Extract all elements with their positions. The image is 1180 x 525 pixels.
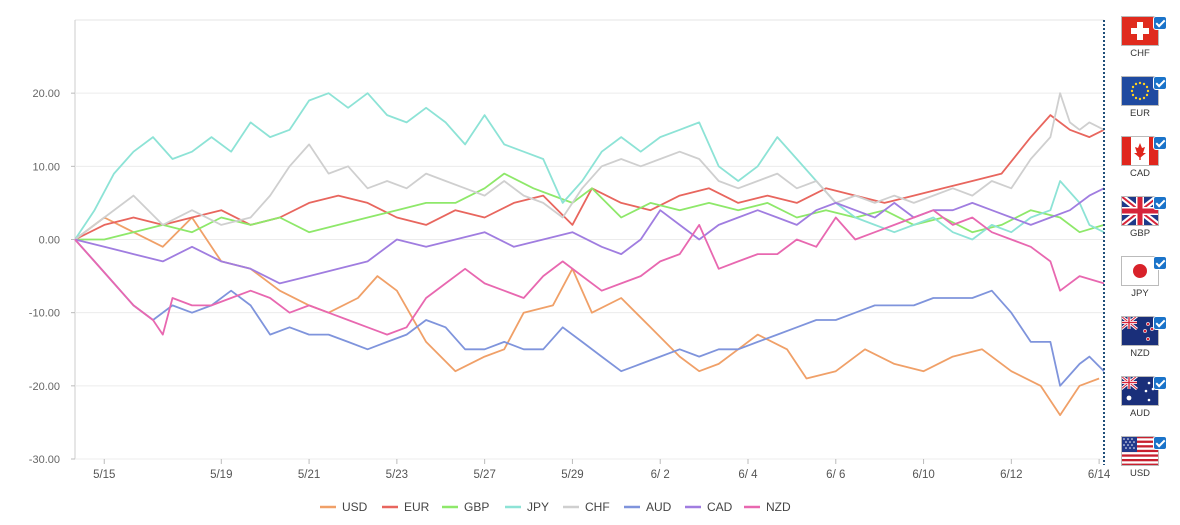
x-tick-label: 5/21 [298,469,320,481]
series-line-aud [74,238,1105,387]
y-tick-label: 20.00 [32,88,60,100]
x-tick-label: 6/ 4 [738,469,758,481]
australia-flag-icon [1121,376,1159,406]
canada-flag-icon [1121,136,1159,166]
flag-label-jpy: JPY [1131,288,1149,299]
y-axis: 20.00 10.00 0.00 -10.00 -20.00 -30.00 [29,88,75,466]
x-tick-label: 5/23 [386,469,408,481]
flag-checked-icon[interactable] [1153,16,1167,30]
flag-checked-icon[interactable] [1153,256,1167,270]
flag-toggle-usd[interactable]: USD [1110,436,1170,496]
flag-toggle-chf[interactable]: CHF [1110,16,1170,76]
x-tick-label: 5/29 [561,469,583,481]
series-line-cad [74,187,1105,285]
flag-label-eur: EUR [1129,108,1151,119]
series-line-gbp [75,172,1105,241]
legend-label: CAD [707,500,733,514]
x-tick-label: 6/12 [1000,469,1022,481]
flag-label-aud: AUD [1129,408,1151,419]
x-tick-label: 5/15 [93,469,115,481]
series-line-jpy [74,92,1105,241]
x-tick-label: 6/ 6 [826,469,845,481]
flag-label-gbp: GBP [1129,228,1151,239]
legend-item-chf[interactable]: CHF [563,500,610,514]
flag-checked-icon[interactable] [1153,376,1167,390]
flag-label-cad: CAD [1129,168,1151,179]
flag-toggle-aud[interactable]: AUD [1110,376,1170,436]
y-tick-label: -30.00 [29,454,60,466]
flag-toggle-gbp[interactable]: GBP [1110,196,1170,256]
flag-checked-icon[interactable] [1153,436,1167,450]
y-tick-label: 10.00 [32,161,60,173]
switzerland-flag-icon [1121,16,1159,46]
legend-label: USD [342,500,368,514]
y-tick-label: -20.00 [29,381,60,393]
series-line-nzd [74,209,1105,336]
new-zealand-flag-icon [1121,316,1159,346]
flag-toggle-eur[interactable]: EUR [1110,76,1170,136]
legend-label: CHF [585,500,610,514]
flag-checked-icon[interactable] [1153,316,1167,330]
x-tick-label: 6/14 [1088,469,1111,481]
legend-label: GBP [464,500,489,514]
legend-item-nzd[interactable]: NZD [744,500,791,514]
legend-label: NZD [766,500,791,514]
y-tick-label: -10.00 [29,308,60,320]
series-line-usd [74,216,1100,416]
x-tick-label: 6/ 2 [651,469,670,481]
flag-label-usd: USD [1129,468,1151,479]
flag-checked-icon[interactable] [1153,196,1167,210]
series-line-chf [74,92,1105,241]
legend: USD EUR GBP JPY CHF AUD CAD NZD [320,500,791,514]
flag-toggle-nzd[interactable]: NZD [1110,316,1170,376]
legend-label: AUD [646,500,672,514]
legend-label: JPY [527,500,549,514]
grid-lines [75,92,1104,460]
flag-checked-icon[interactable] [1153,76,1167,90]
legend-item-usd[interactable]: USD [320,500,368,514]
flag-label-chf: CHF [1130,48,1150,59]
y-tick-label: 0.00 [39,235,60,247]
legend-item-jpy[interactable]: JPY [505,500,549,514]
currency-flag-panel: CHF EUR CAD [1110,16,1170,496]
legend-label: EUR [404,500,430,514]
flag-toggle-jpy[interactable]: JPY [1110,256,1170,316]
legend-item-eur[interactable]: EUR [382,500,430,514]
legend-item-cad[interactable]: CAD [685,500,733,514]
flag-checked-icon[interactable] [1153,136,1167,150]
series-lines [74,92,1105,416]
x-axis: 5/15 5/19 5/21 5/23 5/27 5/29 6/ 2 6/ 4 6/ 6 6/10… [93,459,1111,481]
x-tick-label: 6/10 [912,469,934,481]
flag-label-nzd: NZD [1130,348,1150,359]
legend-item-aud[interactable]: AUD [624,500,672,514]
x-tick-label: 5/27 [473,469,495,481]
x-tick-label: 5/19 [210,469,232,481]
flag-toggle-cad[interactable]: CAD [1110,136,1170,196]
legend-item-gbp[interactable]: GBP [442,500,489,514]
